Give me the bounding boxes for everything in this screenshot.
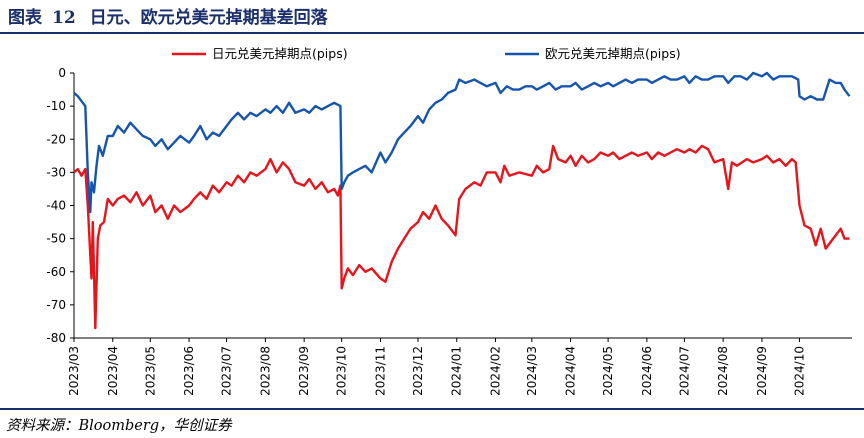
x-tick-label: 2024/03 xyxy=(525,346,539,396)
figure-label: 图表 xyxy=(8,8,42,28)
x-tick-label: 2023/10 xyxy=(335,346,349,396)
series-line-eur xyxy=(73,71,851,214)
x-tick-label: 2023/09 xyxy=(297,346,311,396)
title-divider xyxy=(0,32,864,34)
y-tick-label: -40 xyxy=(46,199,66,213)
y-tick-label: -60 xyxy=(46,265,66,279)
legend-label-jpy: 日元兑美元掉期点(pips) xyxy=(212,46,348,61)
y-tick-label: -30 xyxy=(46,165,66,179)
x-tick-label: 2023/07 xyxy=(220,346,234,396)
x-tick-label: 2023/04 xyxy=(106,346,120,396)
x-tick-label: 2024/10 xyxy=(792,346,806,396)
x-tick-label: 2024/07 xyxy=(677,346,691,396)
y-tick-label: -50 xyxy=(46,232,66,246)
y-tick-label: 0 xyxy=(58,66,66,80)
figure-number: 12 xyxy=(52,8,76,28)
x-tick-label: 2024/02 xyxy=(489,346,503,396)
x-tick-label: 2024/06 xyxy=(640,346,654,396)
x-tick-label: 2023/05 xyxy=(143,346,157,396)
figure-title: 图表 12 日元、欧元兑美元掉期基差回落 xyxy=(8,3,328,28)
x-tick-label: 2023/12 xyxy=(411,346,425,396)
x-tick-label: 2023/08 xyxy=(258,346,272,396)
x-tick-label: 2023/06 xyxy=(182,346,196,396)
x-tick-label: 2024/08 xyxy=(716,346,730,396)
x-tick-label: 2023/03 xyxy=(67,346,81,396)
x-tick-label: 2024/04 xyxy=(564,346,578,396)
x-tick-label: 2024/01 xyxy=(450,346,464,396)
x-tick-label: 2023/11 xyxy=(373,346,387,396)
y-tick-label: -10 xyxy=(46,99,66,113)
legend-label-eur: 欧元兑美元掉期点(pips) xyxy=(545,46,681,61)
figure-title-text: 日元、欧元兑美元掉期基差回落 xyxy=(89,8,328,28)
y-tick-label: -20 xyxy=(46,132,66,146)
x-tick-label: 2024/09 xyxy=(755,346,769,396)
source-note: 资料来源：Bloomberg，华创证券 xyxy=(6,418,232,434)
x-tick-label: 2024/05 xyxy=(601,346,615,396)
series-line-jpy xyxy=(73,144,850,330)
y-tick-label: -70 xyxy=(46,298,66,312)
y-tick-label: -80 xyxy=(46,331,66,345)
source-divider xyxy=(0,408,864,410)
